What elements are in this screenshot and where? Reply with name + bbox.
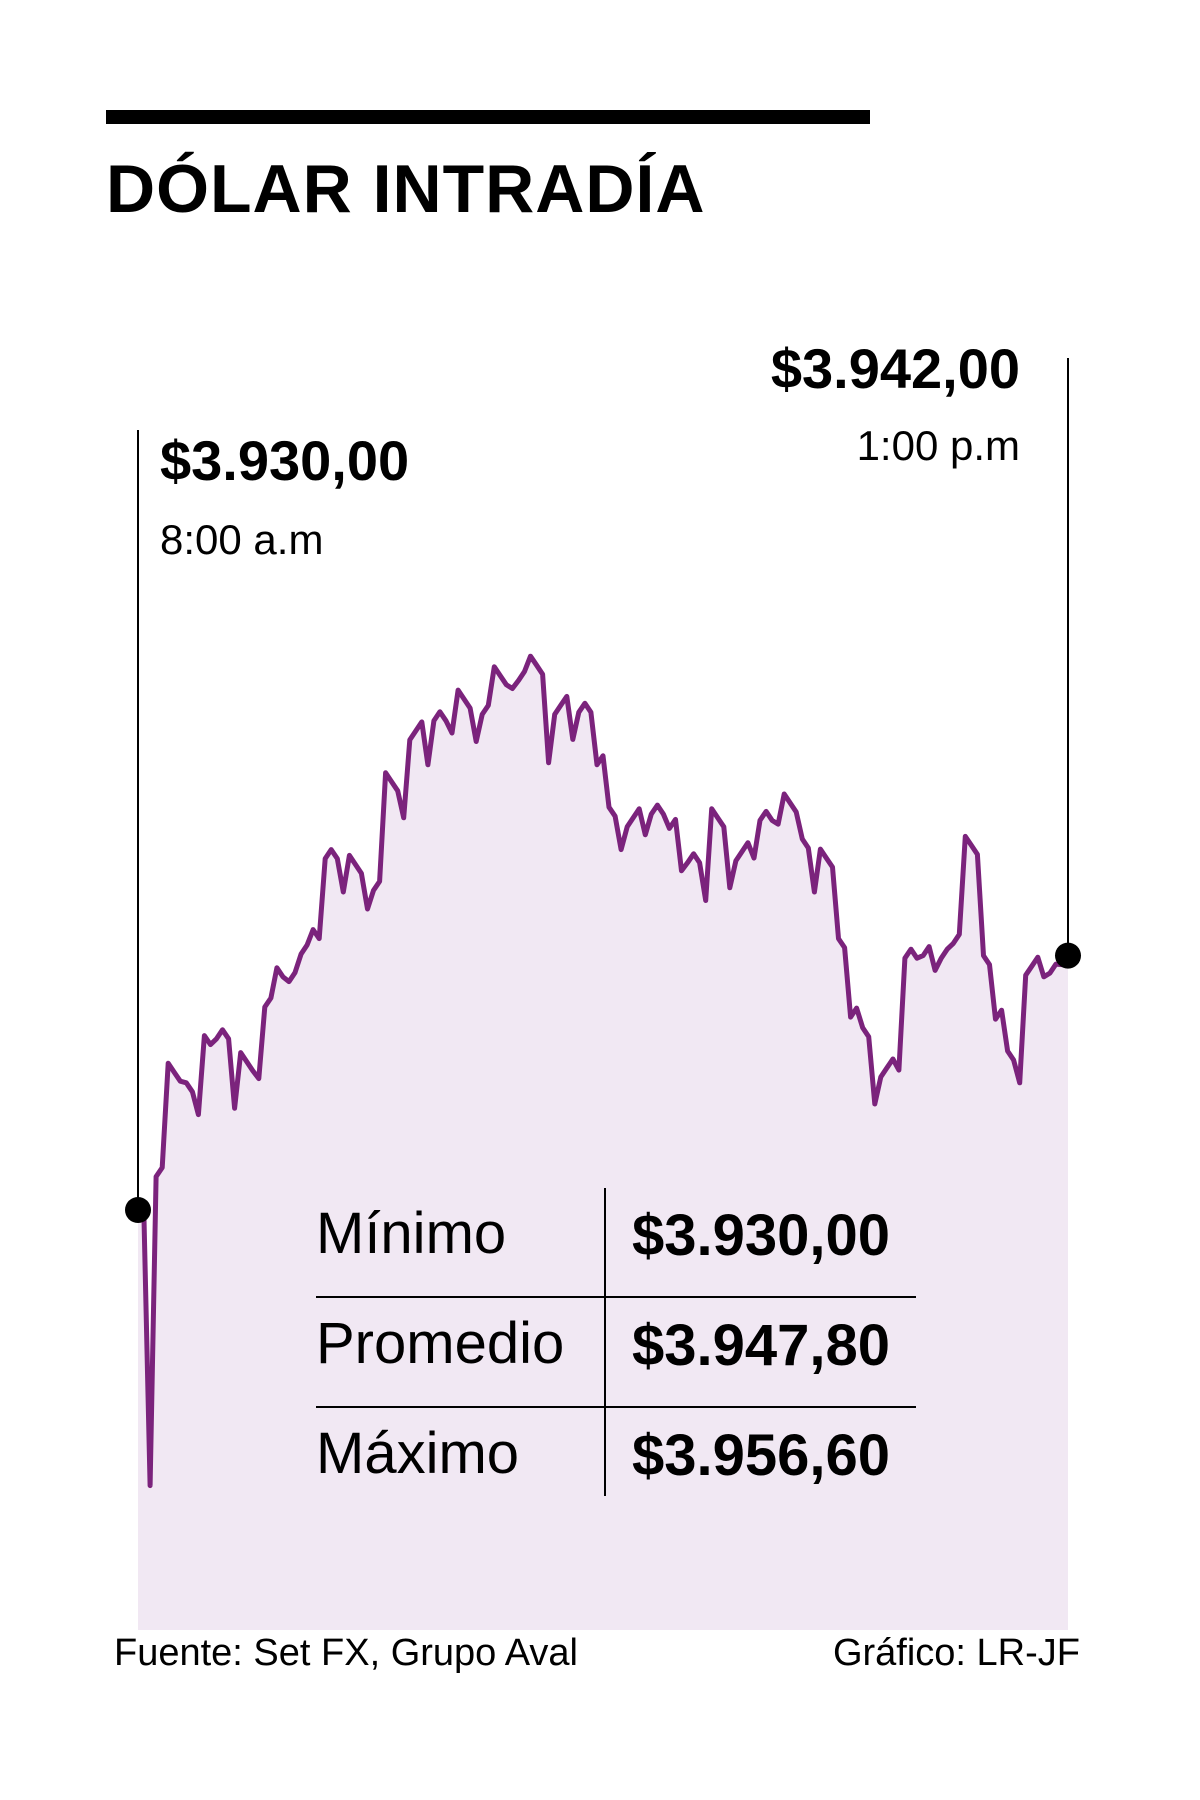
- stat-value: $3.930,00: [632, 1203, 891, 1268]
- stats-divider: [604, 1188, 606, 1496]
- stat-value: $3.947,80: [632, 1313, 891, 1378]
- credit-note: Gráfico: LR-JF: [832, 1632, 1080, 1674]
- chart-title: DÓLAR INTRADÍA: [106, 151, 706, 227]
- stat-value: $3.956,60: [632, 1423, 891, 1488]
- stat-row-promedio: Promedio $3.947,80: [316, 1296, 916, 1406]
- source-note: Fuente: Set FX, Grupo Aval: [114, 1632, 578, 1674]
- stats-table: Mínimo $3.930,00 Promedio $3.947,80 Máxi…: [316, 1188, 916, 1516]
- close-marker: [1055, 942, 1081, 969]
- area-fill: [138, 656, 1068, 1630]
- open-marker: [125, 1197, 151, 1223]
- stat-row-minimo: Mínimo $3.930,00: [316, 1188, 916, 1296]
- close-value: $3.942,00: [770, 337, 1020, 400]
- price-line: [135, 653, 1071, 1489]
- open-value: $3.930,00: [160, 429, 410, 492]
- close-time: 1:00 p.m: [856, 422, 1020, 469]
- open-time: 8:00 a.m: [160, 516, 324, 563]
- title-rule: [106, 110, 870, 124]
- stat-label: Máximo: [316, 1421, 520, 1486]
- stat-row-maximo: Máximo $3.956,60: [316, 1406, 916, 1516]
- stat-label: Mínimo: [316, 1201, 507, 1266]
- stat-label: Promedio: [316, 1311, 565, 1376]
